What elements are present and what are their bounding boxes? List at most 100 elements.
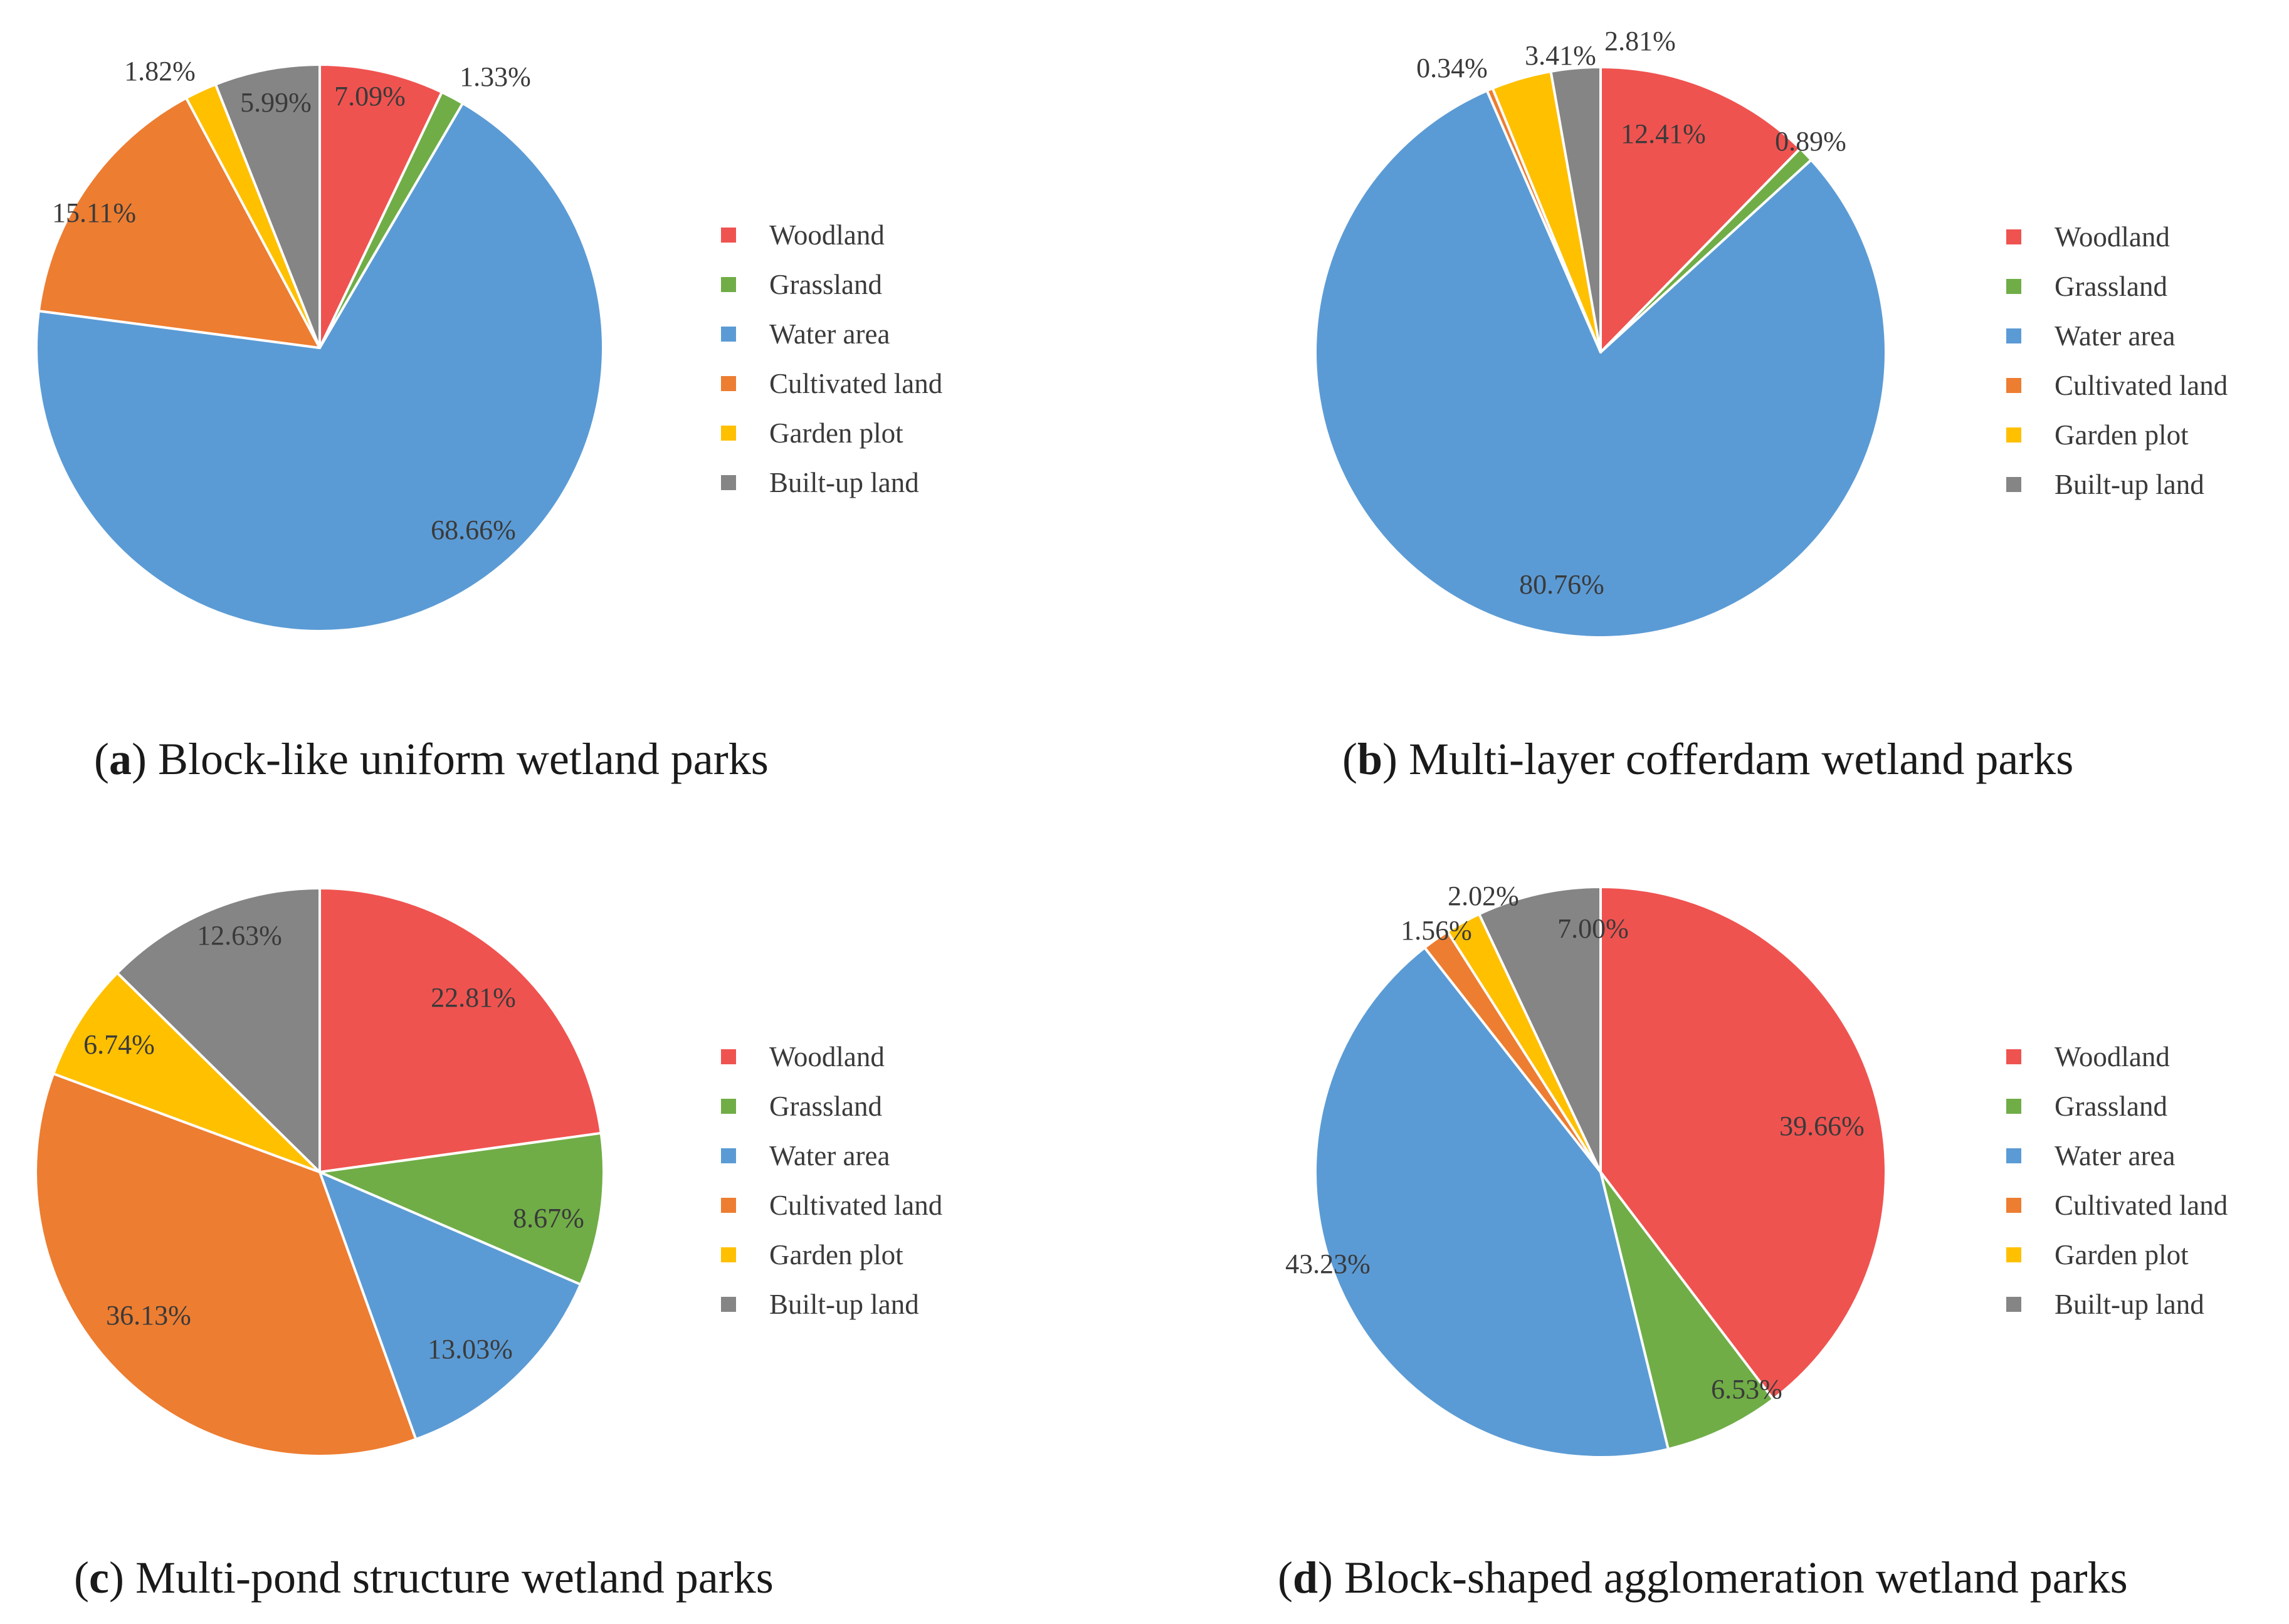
legend-label: Woodland <box>769 1040 885 1072</box>
data-label-grassland: 0.89% <box>1775 126 1846 157</box>
pie-slice-woodland <box>1599 886 1887 1401</box>
legend-label: Water area <box>2055 320 2176 352</box>
chart-panel-a: 7.09% 1.33% 68.66% 15.11% 1.82% 5.99% Woodlan… <box>0 0 1144 812</box>
pie-slice-woodland <box>318 887 603 1173</box>
legend-item-garden-plot: Garden plot <box>2006 1230 2228 1279</box>
legend-swatch-built-up-land <box>721 1296 736 1312</box>
data-label-grassland: 8.67% <box>513 1203 584 1234</box>
legend-item-garden-plot: Garden plot <box>721 1230 942 1279</box>
legend-label: Woodland <box>2055 1040 2170 1072</box>
legend-label: Garden plot <box>2055 1239 2189 1270</box>
pie-chart-c: 22.81% 8.67% 13.03% 36.13% 6.74% 12.63% <box>34 887 605 1457</box>
pie-slice-garden-plot <box>52 972 321 1173</box>
legend-label: Woodland <box>769 219 885 251</box>
legend-swatch-built-up-land <box>2006 1296 2021 1312</box>
legend-item-grassland: Grassland <box>721 259 942 309</box>
legend-label: Cultivated land <box>2055 369 2228 401</box>
pie-slice-woodland <box>318 63 443 349</box>
data-label-garden-plot: 1.82% <box>124 56 196 86</box>
caption-letter: b <box>1357 734 1383 784</box>
data-label-water-area: 80.76% <box>1519 569 1604 600</box>
legend-label: Water area <box>769 318 890 350</box>
legend-label: Grassland <box>2055 1090 2167 1122</box>
legend-label: Water area <box>2055 1139 2176 1171</box>
legend-label: Built-up land <box>769 466 919 498</box>
legend-swatch-garden-plot <box>721 425 736 441</box>
legend-swatch-woodland <box>721 227 736 243</box>
legend-item-water-area: Water area <box>2006 1131 2228 1180</box>
legend-d: Woodland Grassland Water area Cultivated… <box>2006 1032 2228 1329</box>
legend-item-water-area: Water area <box>721 1131 942 1180</box>
pie-slice-woodland <box>1599 66 1802 354</box>
legend-item-cultivated-land: Cultivated land <box>721 359 942 408</box>
legend-item-built-up-land: Built-up land <box>2006 459 2228 509</box>
legend-b: Woodland Grassland Water area Cultivated… <box>2006 212 2228 509</box>
legend-label: Cultivated land <box>769 1189 943 1221</box>
pie-slice-water-area <box>35 102 604 632</box>
legend-swatch-cultivated-land <box>2006 377 2021 393</box>
legend-swatch-water-area <box>721 326 736 342</box>
legend-label: Woodland <box>2055 221 2170 253</box>
legend-a: Woodland Grassland Water area Cultivated… <box>721 210 942 507</box>
data-label-woodland: 39.66% <box>1779 1111 1865 1141</box>
legend-swatch-garden-plot <box>721 1247 736 1262</box>
legend-label: Garden plot <box>769 1239 903 1270</box>
legend-swatch-grassland <box>2006 278 2021 294</box>
caption-letter: c <box>88 1553 109 1603</box>
pie-chart-b: 12.41% 0.89% 80.76% 0.34% 3.41% 2.81% <box>1314 26 1887 639</box>
legend-item-woodland: Woodland <box>2006 1032 2228 1081</box>
legend-item-cultivated-land: Cultivated land <box>2006 1180 2228 1230</box>
caption-c: (c) Multi-pond structure wetland parks <box>74 1553 774 1603</box>
legend-item-built-up-land: Built-up land <box>2006 1279 2228 1329</box>
data-label-woodland: 12.41% <box>1621 118 1706 149</box>
legend-swatch-water-area <box>721 1148 736 1163</box>
data-label-water-area: 13.03% <box>428 1334 513 1365</box>
data-label-built-up-land: 5.99% <box>240 87 312 118</box>
caption-letter: a <box>108 734 132 784</box>
legend-label: Water area <box>769 1139 890 1171</box>
legend-label: Cultivated land <box>2055 1189 2228 1221</box>
caption-d: (d) Block-shaped agglomeration wetland p… <box>1278 1553 2128 1603</box>
legend-swatch-garden-plot <box>2006 1247 2021 1262</box>
pie-slice-cultivated-land <box>34 1072 418 1457</box>
caption-text: Block-shaped agglomeration wetland parks <box>1344 1553 2128 1603</box>
pie-slice-water-area <box>318 1171 582 1441</box>
legend-item-woodland: Woodland <box>721 1032 942 1081</box>
data-label-cultivated-land: 1.56% <box>1401 915 1472 946</box>
legend-swatch-water-area <box>2006 1148 2021 1163</box>
legend-swatch-cultivated-land <box>2006 1197 2021 1213</box>
legend-item-cultivated-land: Cultivated land <box>721 1180 942 1230</box>
data-label-garden-plot: 3.41% <box>1525 40 1596 71</box>
legend-swatch-woodland <box>2006 1049 2021 1064</box>
data-label-grassland: 1.33% <box>460 61 531 92</box>
pie-slice-built-up-land <box>116 887 321 1173</box>
legend-c: Woodland Grassland Water area Cultivated… <box>721 1032 942 1329</box>
data-label-cultivated-land: 15.11% <box>52 197 136 228</box>
legend-label: Cultivated land <box>769 367 943 399</box>
legend-item-grassland: Grassland <box>721 1081 942 1131</box>
pie-slice-grassland <box>1599 1171 1775 1451</box>
data-label-built-up-land: 7.00% <box>1557 913 1629 944</box>
pie-chart-d: 39.66% 6.53% 43.23% 1.56% 2.02% 7.00% <box>1285 881 1887 1459</box>
legend-swatch-woodland <box>721 1049 736 1064</box>
legend-item-garden-plot: Garden plot <box>2006 410 2228 459</box>
legend-item-built-up-land: Built-up land <box>721 458 942 507</box>
legend-item-garden-plot: Garden plot <box>721 408 942 458</box>
caption-b: (b) Multi-layer cofferdam wetland parks <box>1342 734 2074 784</box>
data-label-cultivated-land: 36.13% <box>106 1300 191 1331</box>
chart-panel-c: 22.81% 8.67% 13.03% 36.13% 6.74% 12.63% Woodl… <box>0 812 1144 1624</box>
pie-slice-water-area <box>1314 946 1670 1459</box>
legend-label: Built-up land <box>769 1288 919 1320</box>
legend-swatch-built-up-land <box>2006 476 2021 492</box>
caption-text: Multi-pond structure wetland parks <box>135 1553 774 1603</box>
legend-item-woodland: Woodland <box>2006 212 2228 261</box>
data-label-water-area: 68.66% <box>431 515 516 545</box>
legend-label: Grassland <box>769 268 882 300</box>
legend-label: Grassland <box>769 1090 882 1122</box>
legend-swatch-cultivated-land <box>721 375 736 391</box>
legend-swatch-cultivated-land <box>721 1197 736 1213</box>
legend-swatch-grassland <box>721 1098 736 1114</box>
legend-label: Garden plot <box>2055 419 2189 451</box>
pie-slice-cultivated-land <box>37 97 321 349</box>
legend-label: Grassland <box>2055 270 2167 302</box>
